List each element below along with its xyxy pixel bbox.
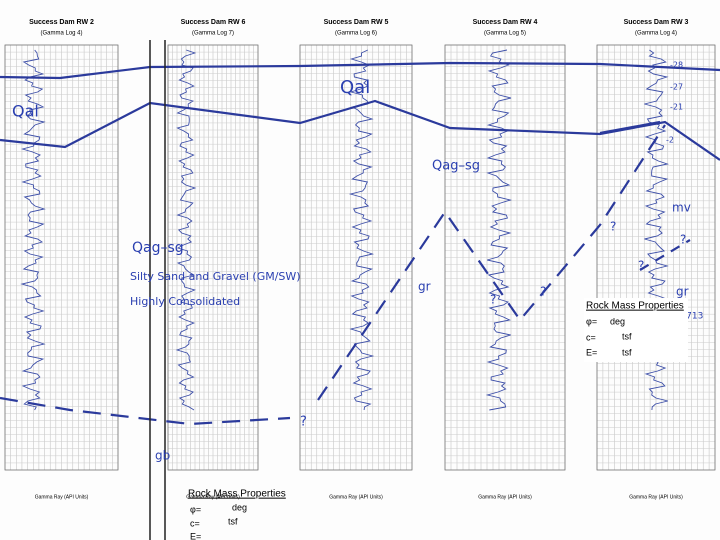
rock-mass-right: Rock Mass Properties φ= deg c= tsf E= ts…: [584, 298, 688, 362]
annotation: gb: [155, 449, 170, 463]
rock-mass-title: Rock Mass Properties: [188, 489, 286, 500]
annotation: gr: [418, 280, 431, 294]
rock-mass-row: E=: [190, 531, 201, 540]
log-frame: [299, 44, 413, 471]
panel-subtitle: (Gamma Log 6): [335, 31, 377, 37]
annotation: ?: [638, 259, 644, 273]
gamma-log: [175, 49, 197, 411]
rock-mass-row: E=: [586, 347, 597, 357]
annotation: ?: [300, 415, 307, 430]
rock-mass-row: φ=: [586, 316, 597, 326]
panel-subtitle: (Gamma Log 7): [192, 31, 234, 37]
dashed-contact: [317, 124, 666, 401]
panel-subtitle: (Gamma Log 4): [40, 31, 82, 37]
contact-line: [0, 61, 720, 80]
annotation: Qag–sg: [132, 240, 184, 256]
annotation: Qal: [340, 77, 370, 98]
rock-mass-row: deg: [232, 502, 247, 512]
panel-subtitle: (Gamma Log 5): [484, 31, 526, 37]
rock-mass-row: tsf: [228, 516, 238, 526]
panel-title: Success Dam RW 5: [324, 19, 389, 26]
panel-title: Success Dam RW 4: [473, 19, 538, 26]
log-frame: [444, 44, 566, 471]
annotation: -28: [670, 61, 683, 70]
rock-mass-row: tsf: [622, 331, 632, 341]
panel-subtitle: (Gamma Log 4): [635, 31, 677, 37]
panel-title: Success Dam RW 2: [29, 19, 94, 26]
annotation: Highly Consolidated: [130, 295, 240, 308]
rock-mass-bottom: Rock Mass Properties φ= deg c= tsf E=: [188, 489, 286, 540]
annotation: -27: [670, 83, 683, 92]
annotation: ?: [490, 293, 496, 307]
axis-label: Gamma Ray (API Units): [329, 494, 383, 500]
log-frame: [167, 44, 259, 471]
rock-mass-row: c=: [586, 332, 596, 342]
rock-mass-title: Rock Mass Properties: [586, 301, 684, 312]
log-frame: [4, 44, 119, 471]
panel-title: Success Dam RW 6: [181, 19, 246, 26]
axis-label: Gamma Ray (API Units): [186, 494, 240, 500]
annotation: ?: [680, 233, 686, 247]
gamma-log: [485, 49, 512, 411]
gamma-log: [20, 49, 46, 411]
annotation: Qag–sg: [432, 159, 480, 174]
annotation: gr: [676, 285, 689, 299]
annotation: mv: [672, 201, 691, 215]
rock-mass-row: deg: [610, 316, 625, 326]
gamma-log: [348, 49, 375, 411]
annotation: -21: [670, 103, 683, 112]
dashed-contact: [0, 396, 291, 426]
annotation: ?: [540, 285, 546, 299]
rock-mass-row: c=: [190, 518, 200, 528]
rock-mass-row: tsf: [622, 347, 632, 357]
panel-title: Success Dam RW 3: [624, 19, 689, 26]
panel-mask: [584, 298, 688, 362]
annotation: -2: [666, 136, 674, 145]
axis-label: Gamma Ray (API Units): [35, 494, 89, 500]
annotation: Silty Sand and Gravel (GM/SW): [130, 270, 301, 283]
axis-label: Gamma Ray (API Units): [629, 494, 683, 500]
contacts: [0, 61, 720, 426]
annotation: Qal: [12, 102, 39, 121]
annotation: ?: [610, 220, 616, 234]
log-frame: [596, 44, 716, 471]
rock-mass-row: φ=: [190, 504, 201, 514]
dashed-contact: [639, 239, 691, 271]
axis-label: Gamma Ray (API Units): [478, 494, 532, 500]
contact-line: [599, 120, 661, 135]
